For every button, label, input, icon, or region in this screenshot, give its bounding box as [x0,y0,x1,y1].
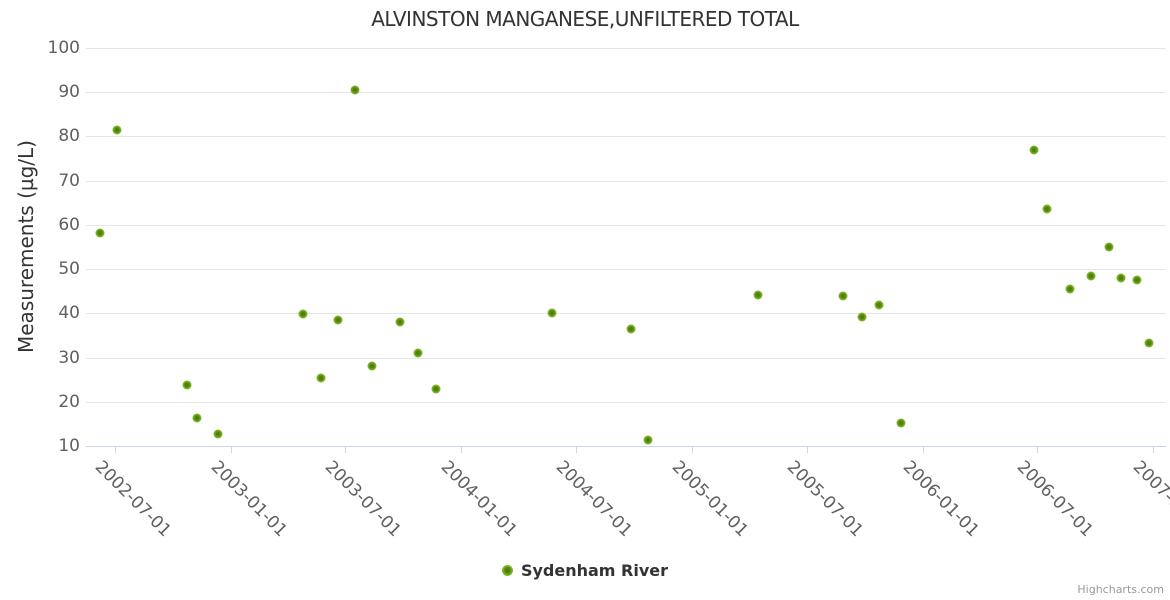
legend-marker-icon [501,565,513,576]
data-point[interactable] [643,435,653,445]
data-point[interactable] [1065,284,1075,294]
data-point[interactable] [182,380,192,390]
x-axis-tick [461,447,463,453]
x-axis-tick [692,447,694,453]
data-point[interactable] [1132,275,1142,285]
x-axis-tick [806,447,808,453]
x-axis-label: 2005-01-01 [668,457,753,542]
x-axis-label: 2003-01-01 [206,457,291,542]
x-axis-label: 2007-01-01 [1128,457,1170,542]
x-axis-label: 2004-01-01 [437,457,522,542]
y-gridline [86,180,1166,182]
data-point[interactable] [1104,242,1114,252]
data-point[interactable] [95,228,105,238]
data-point[interactable] [1042,204,1052,214]
y-axis-label: 100 [47,38,80,58]
y-gridline [86,48,1166,49]
y-axis-label: 20 [58,391,80,412]
data-point[interactable] [838,291,848,301]
x-axis-label: 2005-07-01 [782,457,867,542]
legend-item-sydenham-river[interactable]: Sydenham River [0,561,1170,580]
data-point[interactable] [413,348,423,358]
y-axis-label: 60 [58,214,80,235]
x-axis-tick [115,447,117,453]
x-axis-label: 2003-07-01 [321,457,406,542]
y-axis-label: 10 [58,436,80,456]
y-axis-label: 80 [58,126,80,147]
data-point[interactable] [333,315,343,325]
data-point[interactable] [1086,271,1096,281]
y-gridline [86,313,1166,315]
x-axis-tick [922,447,924,453]
x-axis-label: 2004-07-01 [552,457,637,542]
x-axis-label: 2006-07-01 [1012,457,1097,542]
data-point[interactable] [431,384,441,393]
data-point[interactable] [350,85,360,95]
data-point[interactable] [1116,273,1126,283]
x-axis-tick [576,447,578,453]
data-point[interactable] [367,361,377,370]
data-point[interactable] [395,317,405,327]
y-gridline [86,401,1166,403]
x-axis-tick [231,447,233,453]
y-gridline [86,136,1166,138]
data-point[interactable] [112,125,122,135]
data-point[interactable] [547,308,557,318]
y-axis-label: 30 [58,347,80,368]
y-axis-label: 40 [58,303,80,324]
data-point[interactable] [753,290,763,300]
data-point[interactable] [857,312,867,322]
x-axis-label: 2002-07-01 [90,457,175,542]
y-axis-label: 70 [58,170,80,191]
x-axis-tick [345,447,347,453]
x-axis-tick [1153,447,1154,453]
legend-label: Sydenham River [520,561,669,580]
data-point[interactable] [316,373,326,383]
data-point[interactable] [298,309,308,319]
data-point[interactable] [192,413,202,423]
data-point[interactable] [1029,145,1039,155]
x-axis-label: 2006-01-01 [898,457,983,542]
x-axis-line [86,446,1166,447]
y-axis-label: 50 [58,259,80,280]
y-gridline [86,357,1166,359]
data-point[interactable] [626,324,636,334]
y-axis-label: 90 [58,82,80,103]
y-gridline [86,269,1166,271]
data-point[interactable] [874,300,884,310]
data-point[interactable] [1144,338,1154,348]
data-point[interactable] [213,429,223,439]
x-axis-tick [1036,447,1038,453]
y-gridline [86,92,1166,94]
chart-title: ALVINSTON MANGANESE,UNFILTERED TOTAL [371,7,799,31]
data-point[interactable] [896,418,906,428]
y-gridline [86,224,1166,226]
credits-link[interactable]: Highcharts.com [1077,583,1164,596]
